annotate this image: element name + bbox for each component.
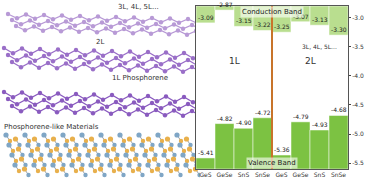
- svg-text:SnS: SnS: [314, 171, 326, 178]
- svg-text:3L, 4L, 5L...: 3L, 4L, 5L...: [302, 43, 337, 50]
- svg-text:-3.13: -3.13: [312, 16, 328, 23]
- svg-text:-4.5: -4.5: [352, 101, 364, 108]
- svg-text:2L: 2L: [305, 56, 316, 66]
- svg-text:-3.22: -3.22: [255, 21, 271, 28]
- svg-text:GeS: GeS: [199, 171, 211, 178]
- svg-text:1L Phosphorene: 1L Phosphorene: [112, 74, 168, 82]
- svg-text:-3.5: -3.5: [352, 43, 364, 50]
- svg-text:-3.07: -3.07: [293, 13, 309, 20]
- svg-text:-3.15: -3.15: [236, 17, 252, 24]
- svg-text:-4.82: -4.82: [217, 115, 233, 122]
- svg-text:Phosphorene-like Materials: Phosphorene-like Materials: [4, 123, 99, 131]
- svg-text:-3.0: -3.0: [352, 14, 364, 21]
- svg-text:-4.93: -4.93: [312, 121, 328, 128]
- svg-text:-2.87: -2.87: [217, 1, 233, 8]
- svg-text:-5.5: -5.5: [352, 159, 364, 166]
- svg-text:GeSe: GeSe: [217, 171, 233, 178]
- svg-text:-4.90: -4.90: [236, 119, 252, 126]
- svg-text:-5.41: -5.41: [198, 149, 214, 156]
- svg-text:SnSe: SnSe: [331, 171, 346, 178]
- svg-text:-3.09: -3.09: [198, 14, 214, 21]
- svg-text:-3.25: -3.25: [274, 23, 290, 30]
- svg-text:-4.79: -4.79: [293, 113, 309, 120]
- svg-text:Valence Band: Valence Band: [248, 159, 296, 167]
- svg-text:Conduction Band: Conduction Band: [242, 8, 302, 16]
- svg-text:SnSe: SnSe: [255, 171, 270, 178]
- svg-text:1L: 1L: [229, 56, 240, 66]
- svg-text:-4.0: -4.0: [352, 72, 364, 79]
- svg-text:-3.30: -3.30: [331, 26, 347, 33]
- svg-text:-4.72: -4.72: [255, 109, 271, 116]
- svg-text:GeS: GeS: [275, 171, 287, 178]
- svg-text:-5.36: -5.36: [274, 146, 290, 153]
- svg-text:-4.68: -4.68: [331, 106, 347, 113]
- svg-text:SnS: SnS: [238, 171, 250, 178]
- svg-text:2L: 2L: [96, 38, 104, 46]
- svg-text:-5.0: -5.0: [352, 130, 364, 137]
- svg-text:3L, 4L, 5L...: 3L, 4L, 5L...: [118, 3, 159, 11]
- svg-text:GeSe: GeSe: [293, 171, 309, 178]
